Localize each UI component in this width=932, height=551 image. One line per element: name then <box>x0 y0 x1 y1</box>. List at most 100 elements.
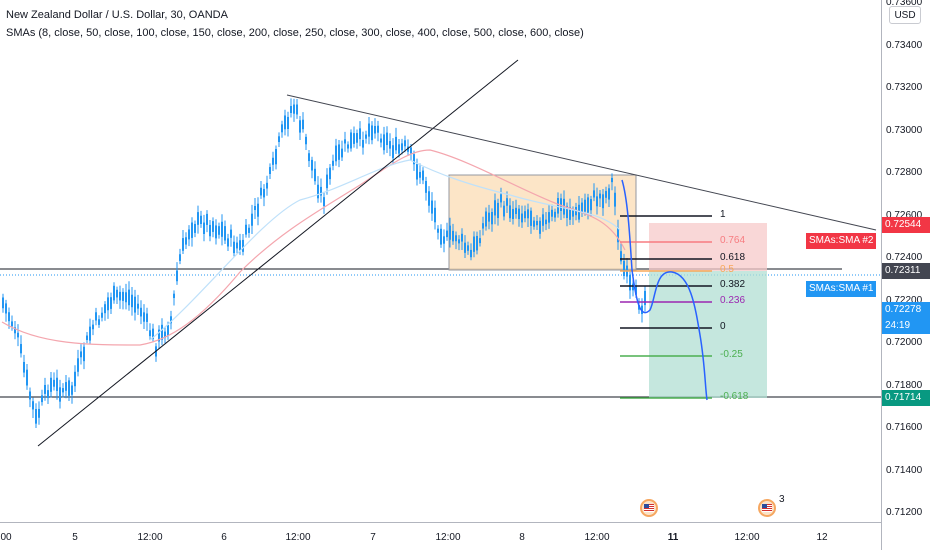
candle-body <box>239 240 241 251</box>
currency-button[interactable]: USD <box>889 6 921 24</box>
price-tick-label: 0.73400 <box>886 39 923 51</box>
candle-body <box>257 203 259 217</box>
candle-body <box>125 292 127 303</box>
candle-body <box>320 186 322 196</box>
candle-body <box>26 369 28 386</box>
candle-body <box>227 238 229 247</box>
candle-body <box>110 297 112 309</box>
candle-body <box>65 382 67 391</box>
candle-body <box>311 159 313 171</box>
candle-body <box>32 401 34 410</box>
candle-body <box>344 139 346 144</box>
price-badge: 0.72311 <box>882 263 930 279</box>
candle-body <box>644 290 646 306</box>
candle-body <box>281 124 283 133</box>
candle-body <box>347 144 349 149</box>
candle-body <box>38 408 40 418</box>
candle-body <box>500 194 502 203</box>
symbol-legend[interactable]: New Zealand Dollar / U.S. Dollar, 30, OA… <box>6 9 228 21</box>
us-event-flag-icon[interactable] <box>640 499 658 517</box>
candle-body <box>467 245 469 251</box>
candle-body <box>50 377 52 392</box>
candle-body <box>287 116 289 130</box>
candle-body <box>173 293 175 299</box>
candle-body <box>410 147 412 154</box>
candle-body <box>602 194 604 209</box>
us-event-flag-icon[interactable] <box>758 499 776 517</box>
candle-body <box>308 153 310 162</box>
candle-body <box>632 283 634 291</box>
candle-body <box>473 236 475 252</box>
candle-body <box>272 157 274 165</box>
fib-level-label: 1 <box>720 209 726 220</box>
candle-body <box>617 227 619 243</box>
candle-body <box>341 148 343 158</box>
candle-body <box>242 239 244 252</box>
candle-body <box>104 304 106 314</box>
candle-body <box>521 213 523 223</box>
time-axis[interactable]: 00 5 12:00 6 12:00 7 12:00 8 12:00 11 12:00 12 <box>0 522 881 551</box>
fib-level-label: 0 <box>720 321 726 332</box>
sma-1-line <box>149 159 621 341</box>
candle-body <box>398 144 400 154</box>
candle-body <box>443 236 445 244</box>
candle-body <box>365 134 367 139</box>
candle-body <box>224 226 226 241</box>
stop-loss-zone <box>649 223 767 271</box>
candle-body <box>230 229 232 238</box>
time-tick-label: 12:00 <box>584 532 610 543</box>
candle-body <box>278 136 280 143</box>
candle-body <box>113 285 115 301</box>
time-tick-label: 12:00 <box>137 532 163 543</box>
candle-body <box>428 191 430 206</box>
candle-body <box>44 384 46 394</box>
price-tick-label: 0.72400 <box>886 252 923 263</box>
candle-body <box>212 221 214 232</box>
candle-body <box>593 190 595 198</box>
fib-level-label: 0.5 <box>720 264 734 275</box>
sma-label[interactable]: SMAs:SMA #2 <box>806 233 877 249</box>
sma-label[interactable]: SMAs:SMA #1 <box>806 281 877 297</box>
candle-body <box>371 125 373 141</box>
candle-body <box>446 230 448 238</box>
candle-body <box>86 335 88 340</box>
candle-body <box>614 192 616 207</box>
candle-body <box>176 270 178 282</box>
candle-body <box>23 361 25 373</box>
candle-body <box>134 296 136 313</box>
fib-level-label: -0.618 <box>720 391 749 402</box>
indicator-legend[interactable]: SMAs (8, close, 50, close, 100, close, 1… <box>6 27 584 39</box>
candle-body <box>440 228 442 245</box>
candle-body <box>11 321 13 327</box>
candle-body <box>533 220 535 227</box>
time-tick-label: 11 <box>667 532 679 543</box>
candle-body <box>449 225 451 240</box>
price-chart-canvas[interactable] <box>0 0 881 522</box>
candle-body <box>2 297 4 309</box>
candle-body <box>209 224 211 237</box>
candle-body <box>425 180 427 193</box>
candle-body <box>431 200 433 214</box>
candle-body <box>455 235 457 242</box>
candle-body <box>587 197 589 213</box>
price-badge: 0.72278 <box>882 302 930 318</box>
candle-body <box>95 312 97 321</box>
candle-body <box>401 143 403 151</box>
candle-body <box>539 220 541 234</box>
event-count-label: 3 <box>779 494 785 505</box>
fib-level-label: 0.618 <box>720 252 746 263</box>
candle-body <box>359 128 361 140</box>
candle-body <box>569 207 571 220</box>
candle-body <box>329 167 331 180</box>
candle-body <box>128 289 130 306</box>
candle-body <box>542 214 544 226</box>
candle-body <box>185 237 187 245</box>
candle-body <box>491 211 493 225</box>
candle-body <box>389 141 391 149</box>
candle-body <box>158 329 160 342</box>
fib-level-label: 0.764 <box>720 235 746 246</box>
candle-body <box>482 223 484 229</box>
candle-body <box>305 136 307 145</box>
candle-body <box>458 239 460 244</box>
